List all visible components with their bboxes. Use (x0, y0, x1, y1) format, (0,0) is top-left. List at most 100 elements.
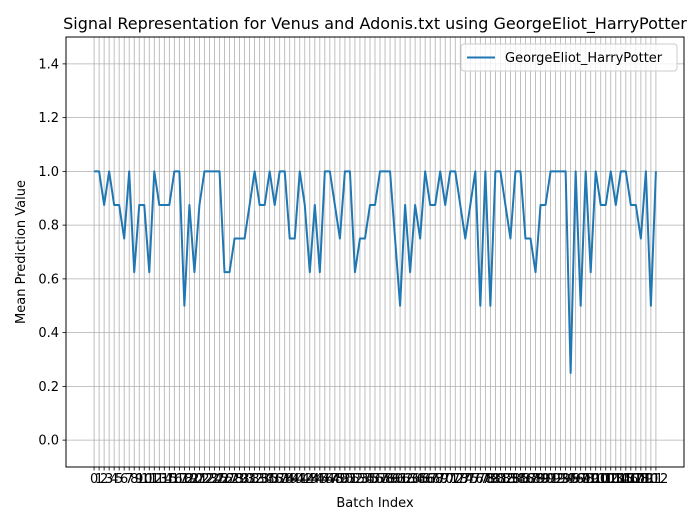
legend: GeorgeEliot_HarryPotter (460, 43, 678, 72)
x-tick-label: 97 (572, 472, 589, 487)
x-tick-label: 95 (562, 472, 579, 487)
x-tick-label: 19 (181, 472, 198, 487)
series-line-george-eliot-harry-potter (94, 170, 657, 374)
x-tick-label: 12 (146, 472, 163, 487)
x-axis-ticks: 0123456789101112131415161718192021222324… (90, 467, 668, 487)
x-tick-label: 41 (291, 472, 308, 487)
x-tick-label: 23 (201, 472, 218, 487)
x-tick-label: 72 (447, 472, 464, 487)
x-tick-label: 76 (467, 472, 484, 487)
x-tick-label: 53 (352, 472, 369, 487)
x-tick-label: 87 (522, 472, 539, 487)
y-tick-label: 0.6 (38, 272, 59, 287)
x-tick-label: 106 (613, 472, 638, 487)
x-tick-label: 74 (457, 472, 474, 487)
x-tick-label: 15 (161, 472, 178, 487)
x-tick-label: 25 (211, 472, 228, 487)
x-tick-label: 69 (432, 472, 449, 487)
x-tick-label: 65 (412, 472, 429, 487)
x-tick-label: 93 (552, 472, 569, 487)
y-axis-ticks: 0.0 0.2 0.4 0.6 0.8 1.0 1.2 1.4 (38, 57, 66, 449)
x-tick-label: 22 (196, 472, 213, 487)
x-tick-label: 7 (125, 472, 133, 487)
x-tick-label: 111 (638, 472, 663, 487)
x-tick-label: 43 (302, 472, 319, 487)
y-tick-label: 0.0 (38, 434, 59, 449)
x-tick-label: 47 (322, 472, 339, 487)
y-axis-label: Mean Prediction Value (14, 180, 29, 324)
x-tick-label: 9 (135, 472, 143, 487)
x-tick-label: 110 (633, 472, 658, 487)
x-tick-label: 57 (372, 472, 389, 487)
x-tick-label: 11 (141, 472, 158, 487)
x-tick-label: 88 (527, 472, 544, 487)
x-tick-label: 30 (236, 472, 253, 487)
x-tick-label: 29 (231, 472, 248, 487)
x-tick-label: 85 (512, 472, 529, 487)
x-tick-label: 36 (266, 472, 283, 487)
grid-lines (66, 37, 684, 467)
x-tick-label: 62 (397, 472, 414, 487)
x-axis-label: Batch Index (336, 496, 414, 511)
x-tick-label: 96 (567, 472, 584, 487)
x-tick-label: 66 (417, 472, 434, 487)
x-tick-label: 21 (191, 472, 208, 487)
x-tick-label: 24 (206, 472, 223, 487)
x-tick-label: 55 (362, 472, 379, 487)
x-tick-label: 3 (105, 472, 113, 487)
x-tick-label: 28 (226, 472, 243, 487)
x-tick-label: 75 (462, 472, 479, 487)
x-tick-label: 84 (507, 472, 524, 487)
x-tick-label: 17 (171, 472, 188, 487)
x-tick-label: 0 (90, 472, 98, 487)
x-tick-label: 59 (382, 472, 399, 487)
x-tick-label: 5 (115, 472, 123, 487)
x-tick-label: 94 (557, 472, 574, 487)
x-tick-label: 71 (442, 472, 459, 487)
x-tick-label: 104 (603, 472, 628, 487)
x-tick-label: 44 (307, 472, 324, 487)
x-tick-label: 61 (392, 472, 409, 487)
x-tick-label: 91 (542, 472, 559, 487)
x-tick-label: 81 (492, 472, 509, 487)
x-tick-label: 2 (100, 472, 108, 487)
x-tick-label: 31 (241, 472, 258, 487)
y-tick-label: 0.4 (38, 326, 59, 341)
x-tick-label: 107 (618, 472, 643, 487)
legend-label-george-eliot-harry-potter: GeorgeEliot_HarryPotter (505, 51, 663, 66)
x-tick-label: 49 (332, 472, 349, 487)
series-lines (94, 170, 657, 374)
x-tick-label: 50 (337, 472, 354, 487)
x-tick-label: 67 (422, 472, 439, 487)
y-tick-label: 1.2 (38, 111, 59, 126)
x-tick-label: 77 (472, 472, 489, 487)
x-tick-label: 86 (517, 472, 534, 487)
x-tick-label: 73 (452, 472, 469, 487)
x-tick-label: 42 (296, 472, 313, 487)
x-tick-label: 103 (598, 472, 623, 487)
x-tick-label: 108 (623, 472, 648, 487)
x-tick-label: 80 (487, 472, 504, 487)
x-tick-label: 27 (221, 472, 238, 487)
x-tick-label: 52 (347, 472, 364, 487)
x-tick-label: 39 (281, 472, 298, 487)
x-tick-label: 78 (477, 472, 494, 487)
x-tick-label: 35 (261, 472, 278, 487)
x-tick-label: 68 (427, 472, 444, 487)
x-tick-label: 38 (276, 472, 293, 487)
x-tick-label: 45 (312, 472, 329, 487)
x-tick-label: 6 (120, 472, 128, 487)
chart-title: Signal Representation for Venus and Adon… (63, 14, 687, 34)
x-tick-label: 102 (593, 472, 618, 487)
legend-box (460, 43, 678, 72)
x-tick-label: 99 (582, 472, 599, 487)
x-tick-label: 70 (437, 472, 454, 487)
x-tick-label: 40 (286, 472, 303, 487)
x-tick-label: 14 (156, 472, 173, 487)
y-tick-label: 0.2 (38, 380, 59, 395)
x-tick-label: 32 (246, 472, 263, 487)
x-tick-label: 34 (256, 472, 273, 487)
x-tick-label: 64 (407, 472, 424, 487)
